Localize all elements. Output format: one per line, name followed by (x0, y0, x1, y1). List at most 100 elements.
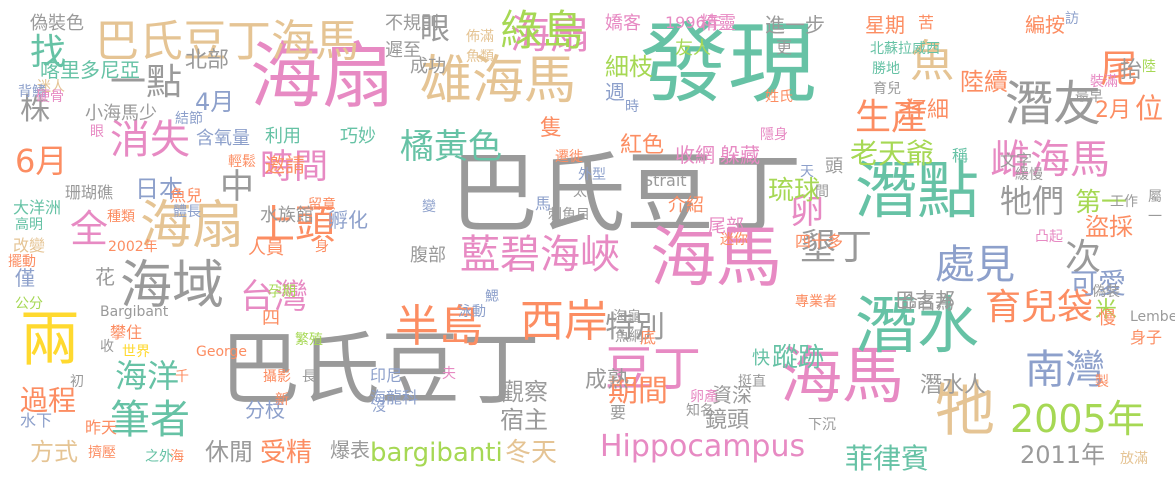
cloud-word: 繁殖 (295, 332, 323, 348)
cloud-word: 星期 (865, 13, 905, 37)
cloud-word: 次 (1065, 237, 1102, 278)
cloud-word: 中 (220, 167, 254, 207)
cloud-word: 利用 (265, 126, 301, 147)
cloud-word: 魚網 (615, 329, 643, 345)
cloud-word: 海扇 (250, 34, 395, 118)
cloud-word: 成功 (410, 56, 446, 77)
cloud-word: 輕鬆 (228, 154, 256, 170)
cloud-word: 要 (610, 403, 627, 422)
cloud-word: 偽裝 (1092, 284, 1120, 300)
cloud-word: 介紹 (668, 195, 704, 216)
cloud-word: 眼 (420, 12, 450, 47)
cloud-word: 裝滿 (1090, 74, 1118, 90)
cloud-word: 攝影 (263, 369, 291, 385)
cloud-word: 水下 (20, 411, 53, 430)
cloud-word: 細枝 (605, 53, 653, 81)
cloud-word: 底 (640, 328, 657, 347)
cloud-word: bargibanti (370, 438, 503, 468)
cloud-word: 眼 (90, 124, 104, 140)
cloud-word: 種類 (107, 209, 135, 225)
cloud-word: 生產 (855, 97, 928, 138)
cloud-word: 半島 (395, 301, 483, 352)
cloud-word: 尾 (1100, 47, 1139, 91)
cloud-word: 天 (800, 164, 814, 180)
cloud-word: 世界 (122, 344, 150, 360)
cloud-word: 體長 (173, 204, 201, 220)
cloud-word: 墾丁 (800, 227, 873, 268)
cloud-word: Strait (643, 171, 687, 190)
cloud-word: 最早 (1075, 89, 1103, 105)
cloud-word: 台灣 (240, 277, 308, 317)
cloud-word: 雄海馬 (420, 51, 577, 111)
cloud-word: 巴吉邦 (895, 288, 955, 312)
cloud-word: 佈滿 (466, 29, 494, 45)
cloud-word: 牠 (935, 375, 995, 445)
cloud-word: 魚兒 (170, 186, 203, 205)
cloud-word: 頭 (825, 156, 843, 177)
cloud-word: 快 (752, 348, 770, 369)
cloud-word: 卵產 (690, 389, 718, 405)
cloud-word: 老天爺 (850, 137, 935, 170)
cloud-word: 隻 (540, 116, 563, 141)
cloud-word: 菲律賓 (845, 442, 930, 475)
cloud-word: 休閒 (205, 438, 253, 466)
cloud-word: 鏡頭 (705, 408, 750, 433)
cloud-word: 魚類 (466, 49, 494, 65)
cloud-word: 孵化 (328, 208, 368, 232)
cloud-word: 下沉 (808, 417, 836, 433)
cloud-word: 琉球 (768, 176, 821, 206)
cloud-word: 株 (20, 92, 50, 127)
cloud-word: 結節 (175, 111, 203, 127)
cloud-word: 花 (95, 265, 115, 289)
cloud-word: 之外 (145, 449, 173, 465)
cloud-word: 過程 (20, 384, 77, 417)
cloud-word: 挺直 (738, 374, 766, 390)
cloud-word: 受精 (260, 438, 313, 468)
cloud-word: 人員 (248, 238, 284, 259)
cloud-word: 僅 (15, 266, 35, 290)
cloud-word: 小海馬少 (85, 103, 157, 124)
cloud-word: 陸 (1142, 59, 1156, 75)
cloud-word: 2002年 (108, 239, 158, 255)
cloud-word: 勝地 (872, 61, 900, 77)
cloud-word: 迷你 (720, 232, 748, 248)
cloud-word: Bargibant (100, 304, 169, 320)
cloud-word: 資深 (712, 383, 752, 407)
cloud-word: 仔細 (905, 98, 950, 123)
cloud-word: 觀察 (500, 378, 548, 406)
cloud-word: 海扇 (140, 196, 245, 256)
cloud-word: 盜採 (1085, 213, 1133, 241)
cloud-word: 豆丁 (605, 341, 702, 397)
cloud-word: 蹤跡 (772, 343, 825, 373)
cloud-word: 尾部 (708, 216, 744, 237)
cloud-word: 潛水 (855, 289, 980, 362)
cloud-word: 巴氏豆丁海馬 (95, 16, 359, 67)
cloud-word: 硬骨 (36, 89, 64, 105)
cloud-word: 6月 (15, 142, 68, 180)
cloud-word: 上頭 (255, 202, 335, 248)
cloud-word: 2月 (1095, 98, 1131, 123)
cloud-word: 身子 (1130, 328, 1163, 347)
cloud-word: 初 (70, 374, 84, 390)
cloud-word: 千 (175, 369, 189, 385)
cloud-word: 喀里多尼亞 (40, 58, 140, 82)
cloud-word: 姓氏 (765, 89, 793, 105)
cloud-word: 變 (422, 199, 436, 215)
cloud-word: 友人 (675, 38, 711, 59)
cloud-word: 抬 (1120, 58, 1143, 83)
cloud-word: 含氧量 (196, 128, 250, 149)
cloud-word: 編按 (1025, 13, 1065, 37)
cloud-word: 2005年 (1010, 397, 1145, 441)
cloud-word: 大洋洲 (13, 198, 62, 217)
cloud-word: 巴氏豆丁 (220, 323, 540, 416)
cloud-word: 昨天 (85, 418, 118, 437)
cloud-word: 四 (262, 308, 280, 329)
cloud-word: Hippocampus (600, 429, 806, 464)
cloud-word: 攀住 (110, 323, 143, 342)
cloud-word: Lembeh (1130, 309, 1175, 325)
cloud-word: 週 (605, 80, 625, 104)
cloud-word: 遲至 (385, 40, 421, 61)
cloud-word: 改變 (13, 236, 46, 255)
cloud-word: 育兒 (873, 81, 901, 97)
cloud-word: 高明 (15, 217, 43, 233)
